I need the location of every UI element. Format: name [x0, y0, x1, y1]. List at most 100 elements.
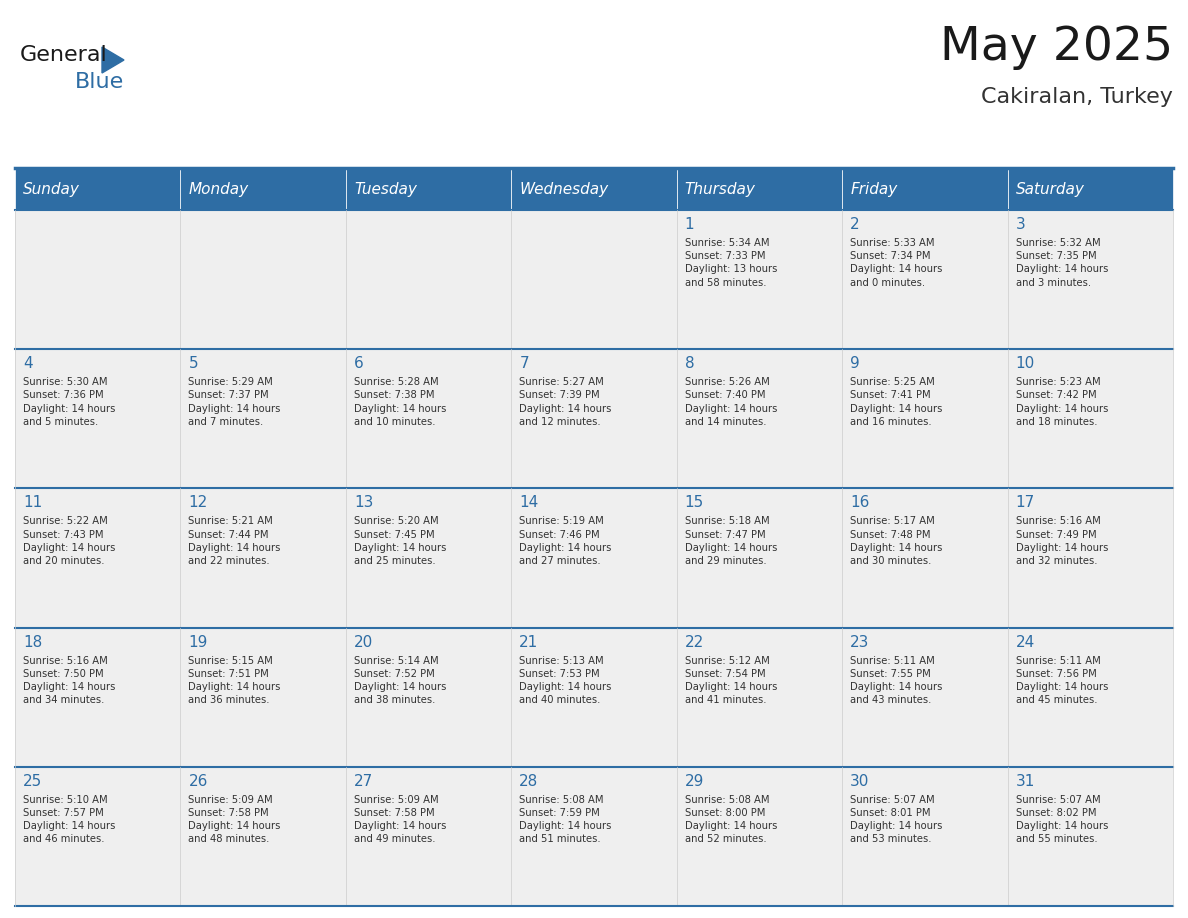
Bar [15, 349, 181, 488]
Text: 21: 21 [519, 634, 538, 650]
Text: 11: 11 [23, 496, 43, 510]
Text: 14: 14 [519, 496, 538, 510]
Text: 7: 7 [519, 356, 529, 371]
Bar [15, 767, 181, 906]
Text: Sunrise: 5:07 AM
Sunset: 8:01 PM
Daylight: 14 hours
and 53 minutes.: Sunrise: 5:07 AM Sunset: 8:01 PM Dayligh… [851, 795, 942, 845]
Text: Sunrise: 5:25 AM
Sunset: 7:41 PM
Daylight: 14 hours
and 16 minutes.: Sunrise: 5:25 AM Sunset: 7:41 PM Dayligh… [851, 377, 942, 427]
Text: Sunrise: 5:20 AM
Sunset: 7:45 PM
Daylight: 14 hours
and 25 minutes.: Sunrise: 5:20 AM Sunset: 7:45 PM Dayligh… [354, 517, 447, 566]
Text: 4: 4 [23, 356, 32, 371]
Bar [842, 488, 1007, 628]
Text: 30: 30 [851, 774, 870, 789]
Text: 1: 1 [684, 217, 694, 232]
Bar [511, 628, 677, 767]
Text: 13: 13 [354, 496, 373, 510]
Text: Sunrise: 5:15 AM
Sunset: 7:51 PM
Daylight: 14 hours
and 36 minutes.: Sunrise: 5:15 AM Sunset: 7:51 PM Dayligh… [189, 655, 280, 705]
Text: 8: 8 [684, 356, 694, 371]
Text: Sunrise: 5:17 AM
Sunset: 7:48 PM
Daylight: 14 hours
and 30 minutes.: Sunrise: 5:17 AM Sunset: 7:48 PM Dayligh… [851, 517, 942, 566]
Bar [346, 628, 511, 767]
Text: 19: 19 [189, 634, 208, 650]
Polygon shape [102, 47, 124, 73]
Bar [677, 168, 842, 210]
Text: Sunrise: 5:16 AM
Sunset: 7:49 PM
Daylight: 14 hours
and 32 minutes.: Sunrise: 5:16 AM Sunset: 7:49 PM Dayligh… [1016, 517, 1108, 566]
Bar [1007, 349, 1173, 488]
Bar [181, 488, 346, 628]
Bar [842, 210, 1007, 349]
Text: Sunrise: 5:08 AM
Sunset: 7:59 PM
Daylight: 14 hours
and 51 minutes.: Sunrise: 5:08 AM Sunset: 7:59 PM Dayligh… [519, 795, 612, 845]
Text: Sunrise: 5:19 AM
Sunset: 7:46 PM
Daylight: 14 hours
and 27 minutes.: Sunrise: 5:19 AM Sunset: 7:46 PM Dayligh… [519, 517, 612, 566]
Bar [181, 767, 346, 906]
Bar [842, 628, 1007, 767]
Bar [1007, 628, 1173, 767]
Bar [181, 349, 346, 488]
Text: 28: 28 [519, 774, 538, 789]
Text: Tuesday: Tuesday [354, 182, 417, 196]
Text: 22: 22 [684, 634, 704, 650]
Text: Sunrise: 5:28 AM
Sunset: 7:38 PM
Daylight: 14 hours
and 10 minutes.: Sunrise: 5:28 AM Sunset: 7:38 PM Dayligh… [354, 377, 447, 427]
Text: Sunrise: 5:11 AM
Sunset: 7:56 PM
Daylight: 14 hours
and 45 minutes.: Sunrise: 5:11 AM Sunset: 7:56 PM Dayligh… [1016, 655, 1108, 705]
Bar [346, 349, 511, 488]
Bar [842, 349, 1007, 488]
Bar [15, 628, 181, 767]
Bar [346, 210, 511, 349]
Text: Cakiralan, Turkey: Cakiralan, Turkey [981, 87, 1173, 107]
Text: Sunrise: 5:22 AM
Sunset: 7:43 PM
Daylight: 14 hours
and 20 minutes.: Sunrise: 5:22 AM Sunset: 7:43 PM Dayligh… [23, 517, 115, 566]
Text: Sunrise: 5:21 AM
Sunset: 7:44 PM
Daylight: 14 hours
and 22 minutes.: Sunrise: 5:21 AM Sunset: 7:44 PM Dayligh… [189, 517, 280, 566]
Text: Sunrise: 5:11 AM
Sunset: 7:55 PM
Daylight: 14 hours
and 43 minutes.: Sunrise: 5:11 AM Sunset: 7:55 PM Dayligh… [851, 655, 942, 705]
Bar [842, 767, 1007, 906]
Text: May 2025: May 2025 [940, 25, 1173, 70]
Bar [677, 488, 842, 628]
Text: Sunrise: 5:12 AM
Sunset: 7:54 PM
Daylight: 14 hours
and 41 minutes.: Sunrise: 5:12 AM Sunset: 7:54 PM Dayligh… [684, 655, 777, 705]
Text: Sunrise: 5:13 AM
Sunset: 7:53 PM
Daylight: 14 hours
and 40 minutes.: Sunrise: 5:13 AM Sunset: 7:53 PM Dayligh… [519, 655, 612, 705]
Text: Friday: Friday [851, 182, 897, 196]
Bar [15, 488, 181, 628]
Text: Sunrise: 5:30 AM
Sunset: 7:36 PM
Daylight: 14 hours
and 5 minutes.: Sunrise: 5:30 AM Sunset: 7:36 PM Dayligh… [23, 377, 115, 427]
Bar [346, 488, 511, 628]
Text: Saturday: Saturday [1016, 182, 1085, 196]
Text: Sunrise: 5:29 AM
Sunset: 7:37 PM
Daylight: 14 hours
and 7 minutes.: Sunrise: 5:29 AM Sunset: 7:37 PM Dayligh… [189, 377, 280, 427]
Bar [677, 767, 842, 906]
Bar [677, 349, 842, 488]
Text: 18: 18 [23, 634, 43, 650]
Text: Sunrise: 5:26 AM
Sunset: 7:40 PM
Daylight: 14 hours
and 14 minutes.: Sunrise: 5:26 AM Sunset: 7:40 PM Dayligh… [684, 377, 777, 427]
Text: 12: 12 [189, 496, 208, 510]
Bar [181, 628, 346, 767]
Text: 9: 9 [851, 356, 860, 371]
Text: Wednesday: Wednesday [519, 182, 608, 196]
Text: 25: 25 [23, 774, 43, 789]
Text: Sunrise: 5:09 AM
Sunset: 7:58 PM
Daylight: 14 hours
and 48 minutes.: Sunrise: 5:09 AM Sunset: 7:58 PM Dayligh… [189, 795, 280, 845]
Bar [181, 210, 346, 349]
Text: Sunrise: 5:18 AM
Sunset: 7:47 PM
Daylight: 14 hours
and 29 minutes.: Sunrise: 5:18 AM Sunset: 7:47 PM Dayligh… [684, 517, 777, 566]
Text: Sunrise: 5:34 AM
Sunset: 7:33 PM
Daylight: 13 hours
and 58 minutes.: Sunrise: 5:34 AM Sunset: 7:33 PM Dayligh… [684, 238, 777, 287]
Bar [511, 488, 677, 628]
Bar [511, 210, 677, 349]
Text: 26: 26 [189, 774, 208, 789]
Text: Sunrise: 5:10 AM
Sunset: 7:57 PM
Daylight: 14 hours
and 46 minutes.: Sunrise: 5:10 AM Sunset: 7:57 PM Dayligh… [23, 795, 115, 845]
Bar [15, 168, 181, 210]
Text: 16: 16 [851, 496, 870, 510]
Text: Sunrise: 5:09 AM
Sunset: 7:58 PM
Daylight: 14 hours
and 49 minutes.: Sunrise: 5:09 AM Sunset: 7:58 PM Dayligh… [354, 795, 447, 845]
Bar [1007, 168, 1173, 210]
Text: 2: 2 [851, 217, 860, 232]
Bar [511, 168, 677, 210]
Text: 15: 15 [684, 496, 704, 510]
Bar [511, 767, 677, 906]
Text: General: General [20, 45, 108, 65]
Text: Sunrise: 5:27 AM
Sunset: 7:39 PM
Daylight: 14 hours
and 12 minutes.: Sunrise: 5:27 AM Sunset: 7:39 PM Dayligh… [519, 377, 612, 427]
Text: 10: 10 [1016, 356, 1035, 371]
Text: 29: 29 [684, 774, 704, 789]
Text: Blue: Blue [75, 72, 125, 92]
Bar [842, 168, 1007, 210]
Text: 20: 20 [354, 634, 373, 650]
Bar [15, 210, 181, 349]
Bar [1007, 767, 1173, 906]
Bar [346, 767, 511, 906]
Text: 27: 27 [354, 774, 373, 789]
Text: Sunrise: 5:32 AM
Sunset: 7:35 PM
Daylight: 14 hours
and 3 minutes.: Sunrise: 5:32 AM Sunset: 7:35 PM Dayligh… [1016, 238, 1108, 287]
Bar [511, 349, 677, 488]
Text: Sunrise: 5:33 AM
Sunset: 7:34 PM
Daylight: 14 hours
and 0 minutes.: Sunrise: 5:33 AM Sunset: 7:34 PM Dayligh… [851, 238, 942, 287]
Bar [346, 168, 511, 210]
Text: Sunrise: 5:14 AM
Sunset: 7:52 PM
Daylight: 14 hours
and 38 minutes.: Sunrise: 5:14 AM Sunset: 7:52 PM Dayligh… [354, 655, 447, 705]
Text: Sunrise: 5:07 AM
Sunset: 8:02 PM
Daylight: 14 hours
and 55 minutes.: Sunrise: 5:07 AM Sunset: 8:02 PM Dayligh… [1016, 795, 1108, 845]
Text: 5: 5 [189, 356, 198, 371]
Text: Sunday: Sunday [23, 182, 80, 196]
